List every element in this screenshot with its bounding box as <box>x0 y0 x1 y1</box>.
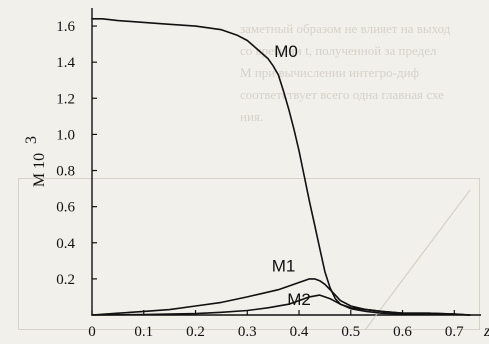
series-label-m2: M2 <box>287 290 311 309</box>
y-axis-title-group: M 10 3 <box>23 136 48 187</box>
series-lines <box>91 17 471 316</box>
series-label-m1: M1 <box>272 257 296 276</box>
labels: z M 10 3 M0 M1 M2 <box>23 42 489 340</box>
y-tick-label: 0.4 <box>56 236 75 252</box>
x-tick-label: 0.3 <box>238 324 257 340</box>
x-tick-label: 0.6 <box>393 324 412 340</box>
y-tick-label: 0.8 <box>56 164 75 180</box>
y-tick-label: 1.4 <box>56 55 75 71</box>
x-tick-label: 0.1 <box>134 324 153 340</box>
x-tick-label: 0.5 <box>341 324 360 340</box>
x-axis-title: z <box>483 323 489 340</box>
y-axis-title: M 10 <box>31 153 48 187</box>
x-tick-label: 0.4 <box>290 324 309 340</box>
ticks: 0 0.1 0.2 0.3 0.4 0.5 0.6 0.7 0.2 0.4 0.6 0.8 1.0 1.2… <box>56 19 464 340</box>
bleed-through-line <box>364 189 471 331</box>
x-tick-label: 0.7 <box>445 324 464 340</box>
y-tick-label: 1.0 <box>56 127 75 143</box>
y-tick-label: 1.6 <box>56 19 75 35</box>
series-line-m1 <box>91 278 471 316</box>
y-axis-title-exponent: 3 <box>23 136 40 144</box>
y-tick-label: 1.2 <box>56 91 75 107</box>
x-tick-label: 0.2 <box>186 324 205 340</box>
y-tick-label: 0.2 <box>56 272 75 288</box>
series-line-m2 <box>91 294 471 316</box>
series-label-m0: M0 <box>274 42 298 61</box>
y-tick-label: 0.6 <box>56 200 75 216</box>
x-tick-label: 0 <box>88 324 96 340</box>
